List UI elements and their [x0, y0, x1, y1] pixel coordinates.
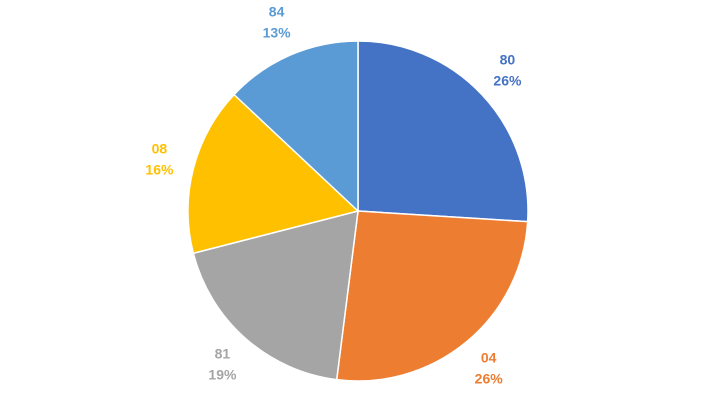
pie-slice [357, 40, 529, 223]
value-label: 19% [208, 366, 237, 382]
category-label: 81 [215, 345, 231, 361]
pie-slice [192, 209, 359, 381]
value-label: 26% [493, 72, 522, 88]
pie-slice [187, 93, 360, 255]
pie-slice [335, 210, 529, 382]
category-label: 04 [481, 350, 497, 366]
value-label: 13% [263, 25, 292, 41]
category-label: 80 [500, 51, 516, 67]
category-label: 84 [269, 4, 285, 20]
category-label: 08 [152, 141, 168, 157]
pie-slice [233, 40, 359, 213]
value-label: 16% [145, 162, 174, 178]
value-label: 26% [475, 371, 504, 387]
